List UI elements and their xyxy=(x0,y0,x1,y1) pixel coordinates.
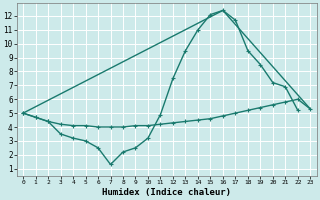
X-axis label: Humidex (Indice chaleur): Humidex (Indice chaleur) xyxy=(102,188,231,197)
